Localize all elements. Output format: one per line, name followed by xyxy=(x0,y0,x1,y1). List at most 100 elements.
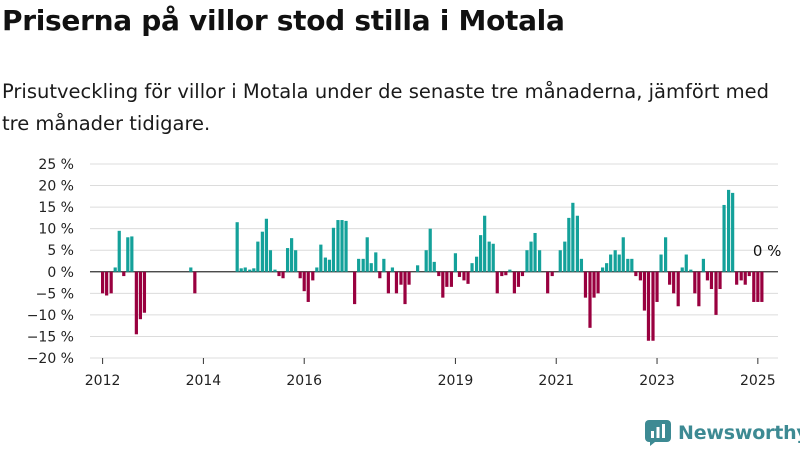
bar xyxy=(495,271,499,294)
bar xyxy=(579,258,584,272)
bar xyxy=(483,215,487,272)
bar xyxy=(361,258,365,272)
bar xyxy=(642,271,647,311)
bar xyxy=(626,258,630,272)
bar xyxy=(394,271,399,294)
bar xyxy=(470,263,474,272)
chart-title: Priserna på villor stod stilla i Motala xyxy=(2,4,565,37)
bar xyxy=(756,271,760,302)
bar xyxy=(273,269,277,272)
bar xyxy=(537,250,542,272)
bar-chart-logo-icon xyxy=(645,420,671,446)
bar xyxy=(466,271,470,284)
bar xyxy=(319,244,323,272)
bar xyxy=(268,250,273,272)
chart-subtitle: Prisutveckling för villor i Motala under… xyxy=(2,80,769,135)
x-tick-label: 2019 xyxy=(438,373,474,389)
bar xyxy=(474,256,479,272)
bar xyxy=(621,237,625,272)
bar xyxy=(323,257,327,272)
bar xyxy=(617,254,621,272)
bar xyxy=(445,271,449,287)
bar xyxy=(390,267,395,272)
bar xyxy=(512,271,516,294)
bar xyxy=(344,220,348,272)
bar xyxy=(605,263,609,272)
bar xyxy=(659,254,663,272)
bar xyxy=(655,271,659,302)
bar xyxy=(693,271,697,294)
y-tick-label: 0 % xyxy=(47,265,74,281)
bar xyxy=(424,250,428,272)
bar xyxy=(525,250,529,272)
bar xyxy=(122,271,126,277)
bar xyxy=(327,259,332,272)
bar xyxy=(441,271,445,298)
y-tick-label: −10 % xyxy=(27,308,74,324)
bar xyxy=(386,271,390,294)
y-tick-label: 25 % xyxy=(38,157,74,173)
bar xyxy=(264,218,269,272)
bar xyxy=(290,238,294,272)
x-tick-label: 2021 xyxy=(538,373,574,389)
bar xyxy=(709,271,714,290)
bar xyxy=(613,250,617,272)
bar xyxy=(285,248,290,272)
bar xyxy=(664,237,668,272)
y-tick-label: 20 % xyxy=(38,179,74,195)
y-tick-label: 5 % xyxy=(47,243,74,259)
bar xyxy=(365,237,369,272)
bar xyxy=(583,271,588,298)
bar xyxy=(416,265,420,272)
bar xyxy=(378,271,382,279)
bar xyxy=(340,220,344,272)
bar xyxy=(315,267,319,272)
bar xyxy=(727,189,731,272)
bar xyxy=(336,220,340,272)
bar xyxy=(134,271,138,335)
bar xyxy=(592,271,596,298)
bar xyxy=(705,271,710,281)
bar xyxy=(600,267,605,272)
bar xyxy=(260,231,264,272)
bar xyxy=(126,237,130,272)
bar xyxy=(504,271,508,276)
bar xyxy=(277,271,281,277)
bar xyxy=(735,271,739,285)
bar xyxy=(529,241,533,272)
bar xyxy=(684,254,688,272)
bar xyxy=(487,241,491,272)
newsworthy-brand: Newsworthy xyxy=(645,420,800,446)
bar xyxy=(491,243,495,272)
bar xyxy=(739,271,743,281)
bar xyxy=(697,271,701,307)
bar xyxy=(596,271,600,294)
bar xyxy=(399,271,403,285)
bar xyxy=(449,271,453,287)
bar xyxy=(357,258,361,272)
latest-value-annotation: 0 % xyxy=(753,242,782,260)
bar xyxy=(714,271,718,315)
bar xyxy=(571,202,575,272)
bar xyxy=(546,271,550,294)
bar xyxy=(500,271,504,277)
bar xyxy=(138,271,143,320)
bar xyxy=(689,269,693,272)
bar xyxy=(294,250,298,272)
bar xyxy=(130,236,134,272)
bar xyxy=(508,269,512,272)
bar xyxy=(428,228,432,272)
bar xyxy=(651,271,655,341)
bar xyxy=(731,192,735,272)
bar xyxy=(638,271,642,281)
bar xyxy=(407,271,411,285)
bar xyxy=(374,252,378,272)
bar xyxy=(676,271,680,307)
y-tick-label: −15 % xyxy=(27,329,74,345)
bar xyxy=(550,271,554,277)
bar xyxy=(575,215,579,272)
bar xyxy=(760,271,764,302)
bar xyxy=(311,271,315,281)
x-tick-label: 2023 xyxy=(639,373,675,389)
bar xyxy=(672,271,676,294)
